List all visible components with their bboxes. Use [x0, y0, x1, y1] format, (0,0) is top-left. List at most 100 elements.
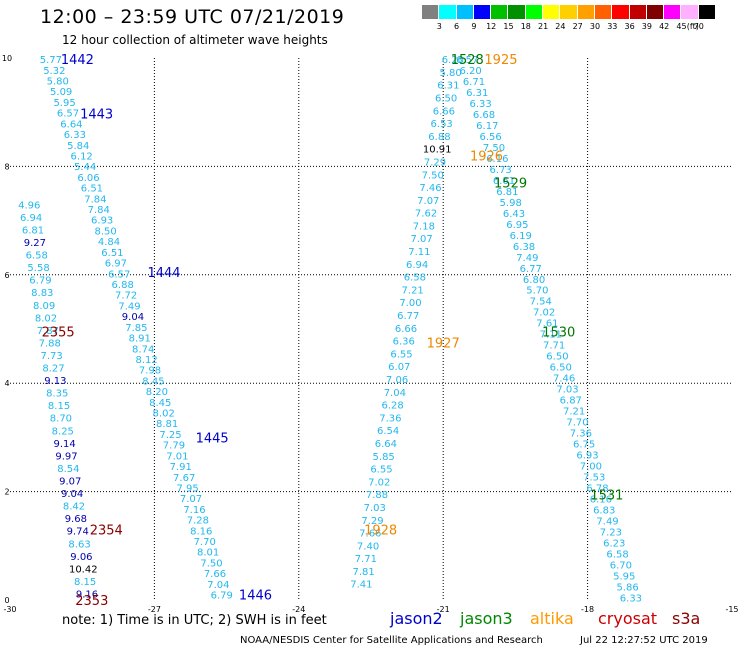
wave-height-value: 8.15 — [48, 401, 70, 412]
wave-height-value: 8.83 — [31, 288, 53, 299]
pass-time-label: 1445 — [196, 431, 229, 446]
wave-height-value: 8.12 — [135, 355, 157, 366]
legend-value: 21 — [538, 22, 549, 31]
wave-height-value: 8.50 — [94, 226, 116, 237]
wave-height-value: 8.91 — [129, 334, 151, 345]
wave-height-value: 6.53 — [431, 119, 453, 130]
wave-height-value: 6.36 — [393, 337, 415, 348]
legend-swatch — [543, 5, 561, 19]
wave-height-value: 9.04 — [122, 312, 144, 323]
wave-height-value: 6.57 — [57, 109, 79, 120]
wave-height-value: 6.33 — [469, 99, 491, 110]
wave-height-value: 7.50 — [422, 170, 444, 181]
wave-height-value: 6.75 — [573, 440, 595, 451]
y-tick-label: 4 — [4, 379, 9, 388]
wave-height-value: 8.27 — [42, 364, 64, 375]
wave-height-value: 7.41 — [350, 580, 372, 591]
wave-height-value: 6.79 — [29, 276, 51, 287]
pass-time-label: 1528 — [451, 53, 484, 68]
wave-height-value: 7.11 — [540, 330, 562, 341]
x-tick-label: -15 — [725, 605, 738, 614]
wave-height-value: 7.00 — [580, 461, 602, 472]
wave-height-value: 7.02 — [533, 308, 555, 319]
pass-time-label: 2355 — [42, 326, 75, 341]
wave-height-value: 7.36 — [570, 429, 592, 440]
legend-value: 18 — [520, 22, 531, 31]
wave-height-value: 5.80 — [439, 68, 461, 79]
legend-value: 12 — [486, 22, 497, 31]
wave-height-value: 7.07 — [417, 196, 439, 207]
wave-height-value: 7.66 — [204, 569, 226, 580]
wave-height-value: 7.07 — [180, 494, 202, 505]
satellite-name: altika — [530, 609, 574, 628]
pass-time-label: 1531 — [590, 488, 623, 503]
wave-height-value: 6.23 — [603, 538, 625, 549]
legend-swatch — [646, 5, 665, 19]
wave-height-value: 7.81 — [352, 567, 374, 578]
wave-height-value: 6.17 — [476, 121, 498, 132]
wave-height-value: 8.09 — [33, 301, 55, 312]
y-tick-label: 2 — [4, 488, 9, 497]
pass-time-label: 1443 — [80, 107, 113, 122]
wave-height-value: 6.20 — [442, 55, 464, 66]
wave-height-value: 9.16 — [76, 589, 98, 600]
wave-height-value: 6.73 — [490, 165, 512, 176]
wave-height-value: 7.40 — [357, 541, 379, 552]
legend-value: 45 — [676, 22, 687, 31]
wave-height-value: 7.06 — [386, 375, 408, 386]
wave-height-value: 6.77 — [397, 311, 419, 322]
wave-height-value: 6.20 — [459, 66, 481, 77]
legend-value: 6 — [454, 22, 460, 31]
wave-height-value: 5.84 — [67, 141, 89, 152]
legend-swatch — [508, 5, 526, 19]
legend-swatch — [681, 5, 699, 19]
legend-swatch — [439, 5, 457, 19]
wave-height-value: 6.88 — [112, 280, 134, 291]
pass-time-label: 1444 — [147, 266, 180, 281]
wave-height-value: 7.72 — [115, 291, 137, 302]
wave-height-value: 6.80 — [523, 275, 545, 286]
pass-time-label: 1925 — [484, 53, 517, 68]
wave-height-value: 6.43 — [503, 209, 525, 220]
wave-height-value: 7.95 — [176, 483, 198, 494]
wave-height-value: 6.58 — [26, 251, 48, 262]
wave-height-value: 8.70 — [50, 414, 72, 425]
wave-height-value: 7.50 — [483, 143, 505, 154]
wave-height-value: 7.07 — [410, 234, 432, 245]
wave-height-value: 6.33 — [64, 130, 86, 141]
wave-height-value: 8.25 — [52, 426, 74, 437]
legend-unit: (ft) — [686, 22, 699, 31]
wave-height-value: 6.50 — [546, 352, 568, 363]
wave-height-value: 6.88 — [428, 132, 450, 143]
y-tick-label: 6 — [4, 271, 9, 280]
legend-value: 24 — [555, 22, 566, 31]
wave-height-value: 7.71 — [543, 341, 565, 352]
wave-height-value: 7.02 — [368, 477, 390, 488]
wave-height-value: 9.27 — [24, 238, 46, 249]
wave-height-value: 7.29 — [361, 516, 383, 527]
x-tick-label: -27 — [148, 605, 161, 614]
wave-height-value: 6.55 — [370, 465, 392, 476]
wave-height-value: 5.09 — [50, 87, 72, 98]
wave-height-value: 6.57 — [456, 55, 478, 66]
wave-height-value: 5.98 — [500, 198, 522, 209]
wave-height-value: 7.88 — [366, 490, 388, 501]
legend-value: 42 — [659, 22, 670, 31]
wave-height-value: 7.84 — [88, 205, 110, 216]
wave-height-value: 6.77 — [520, 264, 542, 275]
wave-height-value: 6.57 — [108, 269, 130, 280]
legend-value: 39 — [641, 22, 652, 31]
wave-height-value: 7.46 — [419, 183, 441, 194]
legend-value: 36 — [624, 22, 635, 31]
y-tick-label: 10 — [2, 54, 12, 63]
wave-height-value: 7.49 — [596, 516, 618, 527]
wave-height-value: 6.28 — [381, 401, 403, 412]
wave-height-value: 6.95 — [506, 220, 528, 231]
pass-time-label: 1927 — [427, 337, 460, 352]
wave-height-value: 8.02 — [35, 313, 57, 324]
wave-height-value: 6.31 — [437, 81, 459, 92]
satellite-name: cryosat — [598, 609, 658, 628]
legend-swatch — [664, 5, 682, 19]
legend-value: 15 — [503, 22, 514, 31]
wave-height-value: 8.16 — [190, 526, 212, 537]
